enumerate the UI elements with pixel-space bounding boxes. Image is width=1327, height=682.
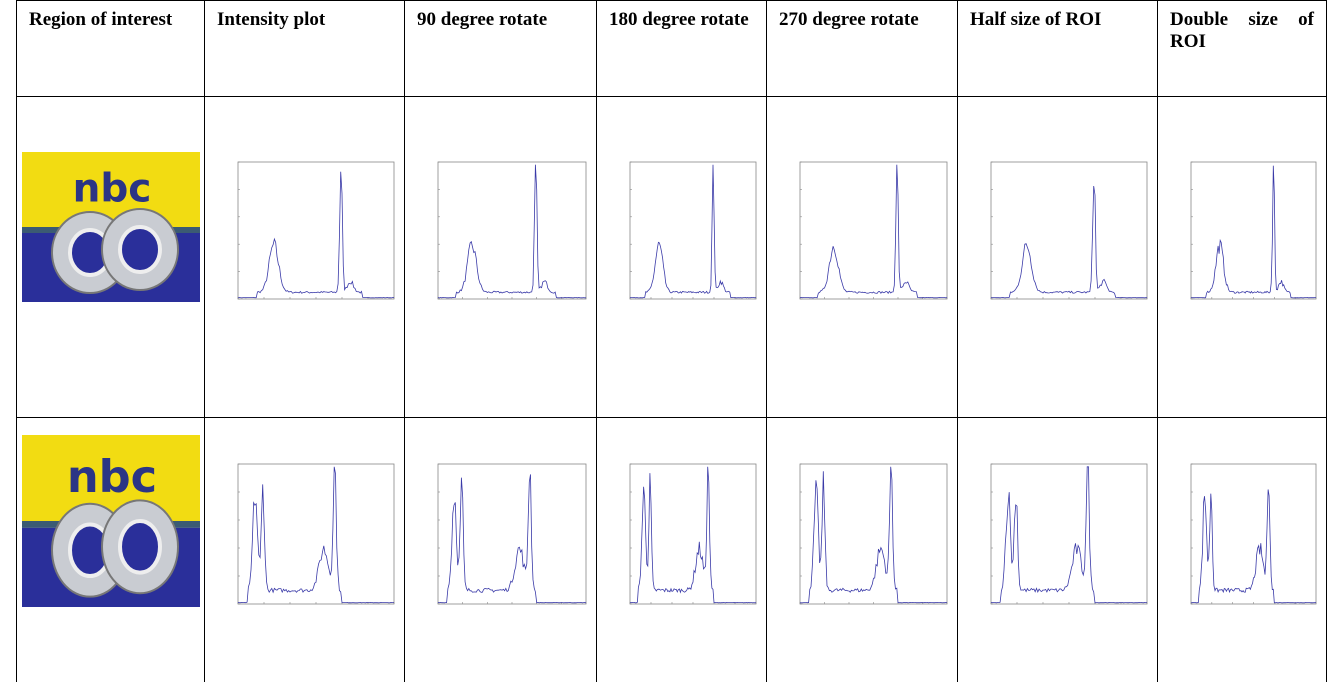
intensity-curve: [437, 164, 586, 299]
intensity-plot: [437, 161, 587, 300]
header-text: 180 degree rotate: [609, 9, 749, 30]
header-text: 270 degree rotate: [779, 9, 919, 30]
intensity-curve: [629, 466, 757, 604]
plot-frame: [237, 161, 395, 300]
intensity-plot: [1190, 463, 1317, 605]
body-cell: [957, 96, 1157, 418]
header-cell: 180 degree rotate: [596, 0, 766, 97]
intensity-plot: [237, 463, 395, 605]
intensity-plot: [237, 161, 395, 300]
box-yellow: [22, 435, 200, 521]
header-text: Double size of ROI: [1170, 9, 1314, 52]
intensity-curve: [237, 466, 395, 604]
body-cell: [204, 96, 404, 418]
box-yellow: [22, 152, 200, 227]
header-cell: Region of interest: [16, 0, 204, 97]
body-cell: [204, 417, 404, 682]
intensity-plot: [629, 463, 757, 605]
intensity-plot: [799, 463, 948, 605]
logo: nbc: [73, 167, 152, 212]
logo: nbc: [67, 450, 157, 503]
intensity-plot: [1190, 161, 1317, 300]
plot-frame: [629, 161, 757, 300]
header-cell: 270 degree rotate: [766, 0, 957, 97]
intensity-curve: [1190, 165, 1317, 299]
body-cell: [766, 96, 957, 418]
body-cell: [16, 417, 204, 682]
intensity-curve: [800, 466, 948, 604]
plot-frame: [990, 161, 1148, 300]
intensity-curve: [237, 171, 395, 299]
plot-frame: [799, 161, 948, 300]
plot-frame: [990, 463, 1148, 605]
body-cell: [404, 96, 596, 418]
bearing-hole: [118, 225, 162, 274]
plot-frame: [237, 463, 395, 605]
body-cell: [16, 96, 204, 418]
body-cell: [404, 417, 596, 682]
intensity-curve: [629, 164, 757, 299]
intensity-curve: [991, 185, 1147, 299]
body-cell: [596, 417, 766, 682]
intensity-curve: [1190, 489, 1317, 604]
intensity-plot: [990, 161, 1148, 300]
plot-frame: [1190, 161, 1317, 300]
body-cell: [766, 417, 957, 682]
header-cell: 90 degree rotate: [404, 0, 596, 97]
body-cell: [596, 96, 766, 418]
intensity-curve: [437, 474, 587, 604]
intensity-curve: [799, 164, 948, 299]
intensity-plot: [629, 161, 757, 300]
roi-image: nbc: [22, 152, 200, 302]
bearing-hole: [118, 519, 162, 575]
header-text: Half size of ROI: [970, 9, 1102, 30]
header-text: Region of interest: [29, 9, 173, 30]
header-cell: Intensity plot: [204, 0, 404, 97]
header-text: 90 degree rotate: [417, 9, 548, 30]
plot-frame: [437, 161, 587, 300]
body-cell: [957, 417, 1157, 682]
header-text: Intensity plot: [217, 9, 326, 30]
header-cell: Double size of ROI: [1157, 0, 1327, 97]
intensity-plot: [990, 463, 1148, 605]
intensity-plot: [799, 161, 948, 300]
roi-image: nbc: [22, 435, 200, 607]
intensity-curve: [990, 466, 1148, 604]
intensity-plot: [437, 463, 587, 605]
header-cell: Half size of ROI: [957, 0, 1157, 97]
